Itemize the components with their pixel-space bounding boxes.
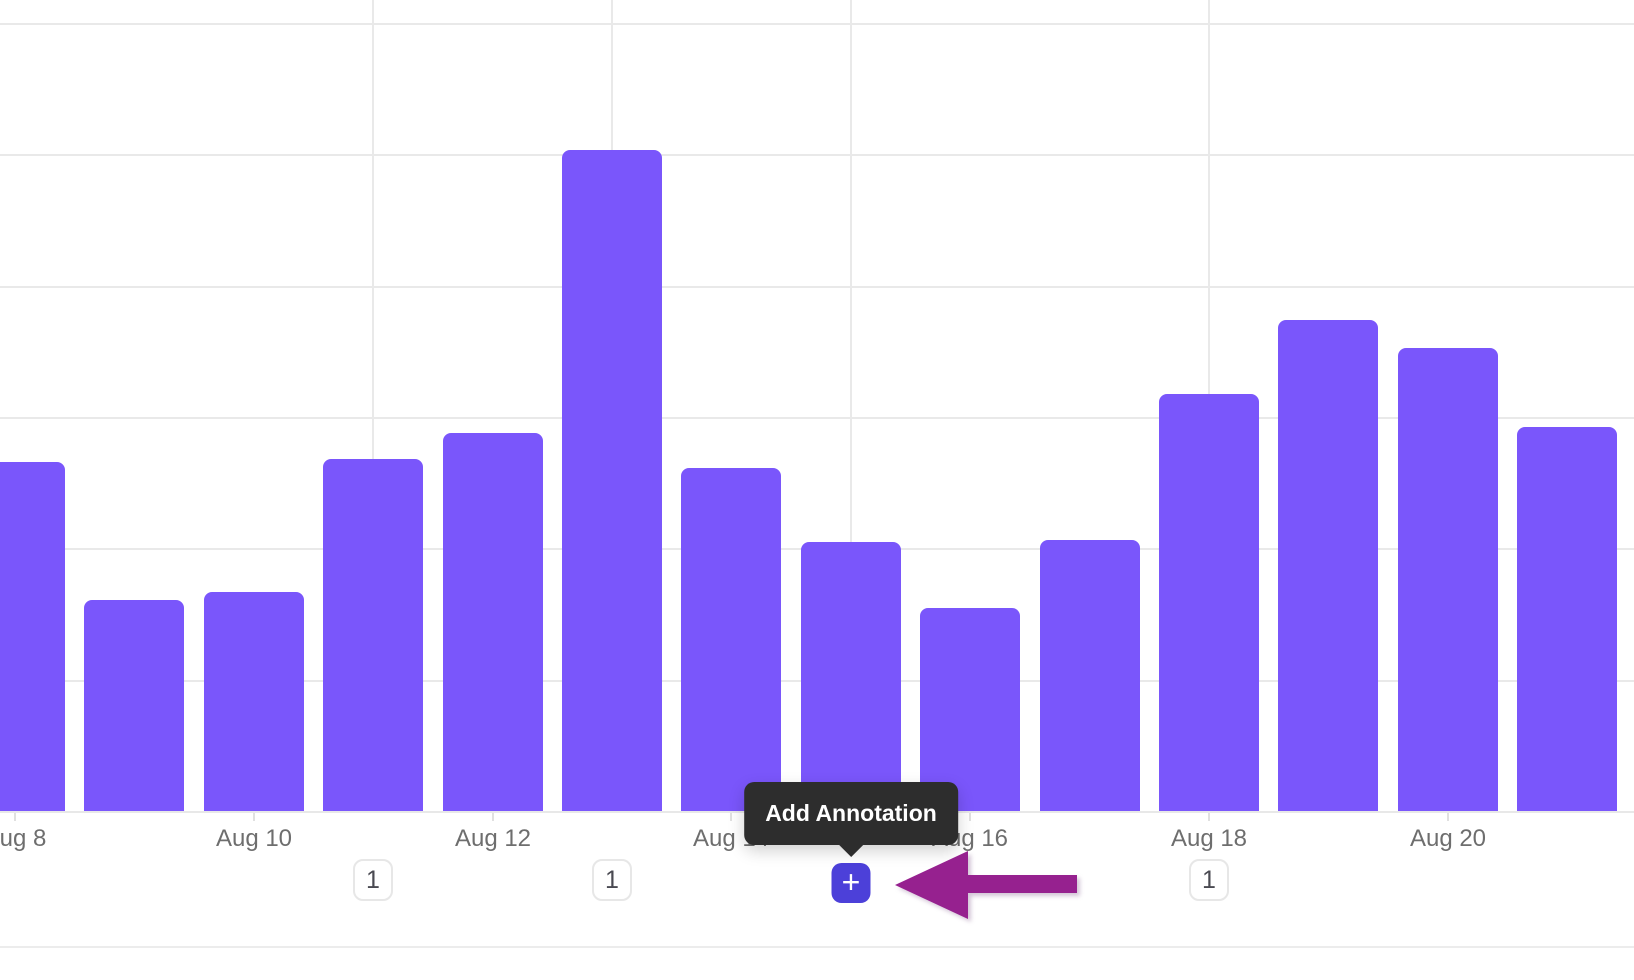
bar-aug-14[interactable] bbox=[681, 468, 781, 813]
annotation-line bbox=[850, 0, 852, 811]
plus-icon: + bbox=[841, 864, 861, 900]
axis-tick bbox=[730, 813, 732, 821]
bar-aug-12[interactable] bbox=[443, 433, 543, 813]
gridline bbox=[0, 154, 1634, 156]
bar-aug-19[interactable] bbox=[1278, 320, 1378, 813]
gridline bbox=[0, 23, 1634, 25]
pointer-arrow-icon bbox=[895, 851, 1077, 919]
bar-aug-9[interactable] bbox=[84, 600, 184, 813]
add-annotation-button[interactable]: + bbox=[831, 863, 871, 903]
bar-aug-15[interactable] bbox=[801, 542, 901, 813]
axis-label: Aug 8 bbox=[0, 825, 47, 852]
axis-tick bbox=[969, 813, 971, 821]
annotation-line bbox=[372, 0, 374, 811]
axis-tick bbox=[1208, 813, 1210, 821]
axis-label: Aug 10 bbox=[215, 825, 293, 852]
bottom-divider bbox=[0, 946, 1634, 948]
bar-aug-10[interactable] bbox=[204, 592, 304, 813]
add-annotation-tooltip: Add Annotation bbox=[744, 782, 958, 857]
axis-label: Aug 12 bbox=[454, 825, 532, 852]
bar-aug-18[interactable] bbox=[1159, 394, 1259, 813]
bar-aug-21[interactable] bbox=[1517, 427, 1617, 813]
annotation-count-badge[interactable]: 1 bbox=[353, 859, 393, 901]
bar-aug-8[interactable] bbox=[0, 462, 65, 813]
bar-aug-16[interactable] bbox=[920, 608, 1020, 813]
tooltip-label: Add Annotation bbox=[765, 800, 937, 826]
axis-tick bbox=[253, 813, 255, 821]
annotation-count-badge[interactable]: 1 bbox=[1189, 859, 1229, 901]
gridline bbox=[0, 417, 1634, 419]
axis-tick bbox=[14, 813, 16, 821]
bar-aug-11[interactable] bbox=[323, 459, 423, 813]
bar-aug-17[interactable] bbox=[1040, 540, 1140, 813]
annotation-count-badge[interactable]: 1 bbox=[592, 859, 632, 901]
axis-label: Aug 18 bbox=[1170, 825, 1248, 852]
axis-tick bbox=[492, 813, 494, 821]
bar-aug-20[interactable] bbox=[1398, 348, 1498, 813]
axis-label: Aug 20 bbox=[1409, 825, 1487, 852]
bar-aug-13[interactable] bbox=[562, 150, 662, 813]
gridline bbox=[0, 286, 1634, 288]
tooltip-caret bbox=[837, 844, 864, 857]
axis-tick bbox=[1447, 813, 1449, 821]
